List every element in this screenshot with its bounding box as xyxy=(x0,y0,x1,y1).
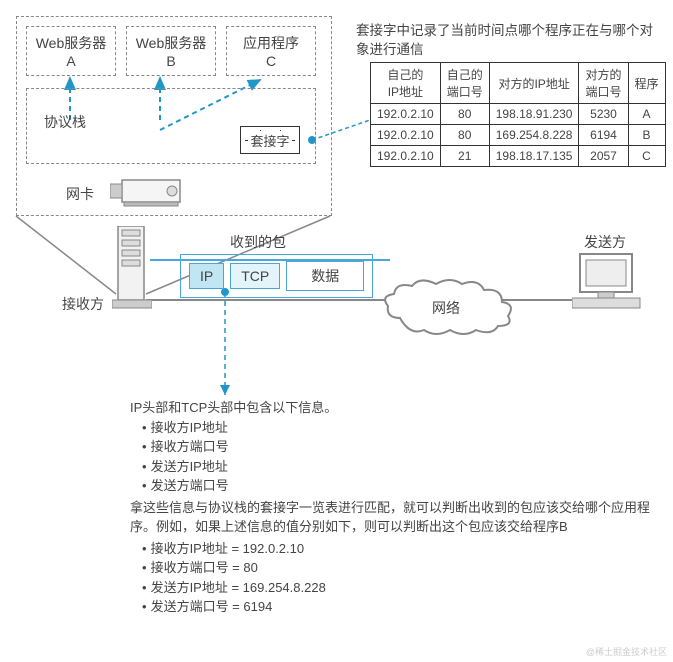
packet-tcp: TCP xyxy=(230,263,280,289)
explain-items2: 接收方IP地址 = 192.0.2.10接收方端口号 = 80发送方IP地址 =… xyxy=(130,539,650,617)
bullet-item: 接收方IP地址 = 192.0.2.10 xyxy=(142,539,650,559)
webserver-b-box: Web服务器 B xyxy=(126,26,216,76)
packet-ip: IP xyxy=(189,263,224,289)
table-cell: 5230 xyxy=(579,104,628,125)
network-label: 网络 xyxy=(432,298,460,318)
table-cell: 169.254.8.228 xyxy=(489,125,579,146)
packet-box: IP TCP 数据 xyxy=(180,254,373,298)
sender-label: 发送方 xyxy=(584,232,626,252)
table-header: 对方的IP地址 xyxy=(489,63,579,104)
table-cell: 198.18.91.230 xyxy=(489,104,579,125)
nic-icon xyxy=(110,176,190,210)
protocol-stack-label: 协议栈 xyxy=(44,112,86,132)
table-header: 程序 xyxy=(628,63,665,104)
watermark: @稀土掘金技术社区 xyxy=(586,645,667,658)
table-cell: A xyxy=(628,104,665,125)
bullet-item: 接收方端口号 xyxy=(142,437,650,457)
bullet-item: 接收方IP地址 xyxy=(142,418,650,438)
packet-data: 数据 xyxy=(286,261,364,291)
app-c-box: 应用程序 C xyxy=(226,26,316,76)
bullet-item: 发送方端口号 = 6194 xyxy=(142,597,650,617)
explain-line2: 拿这些信息与协议栈的套接字一览表进行匹配，就可以判断出收到的包应该交给哪个应用程… xyxy=(130,498,650,537)
explain-items1: 接收方IP地址接收方端口号发送方IP地址发送方端口号 xyxy=(130,418,650,496)
table-header: 自己的 IP地址 xyxy=(371,63,441,104)
table-cell: 192.0.2.10 xyxy=(371,104,441,125)
sender-icon xyxy=(572,252,642,312)
receiver-label: 接收方 xyxy=(62,294,104,314)
table-row: 192.0.2.1021198.18.17.1352057C xyxy=(371,146,666,167)
packet-title: 收到的包 xyxy=(230,232,286,252)
explain-block: IP头部和TCP头部中包含以下信息。 接收方IP地址接收方端口号发送方IP地址发… xyxy=(130,398,650,617)
socket-table: 自己的 IP地址自己的 端口号对方的IP地址对方的 端口号程序 192.0.2.… xyxy=(370,62,666,167)
table-cell: 2057 xyxy=(579,146,628,167)
table-cell: 21 xyxy=(440,146,489,167)
nic-group xyxy=(110,176,190,210)
socket-label: 套接字 xyxy=(248,131,291,150)
bullet-item: 发送方IP地址 = 169.254.8.228 xyxy=(142,578,650,598)
table-header: 对方的 端口号 xyxy=(579,63,628,104)
table-cell: C xyxy=(628,146,665,167)
bullet-item: 接收方端口号 = 80 xyxy=(142,558,650,578)
table-row: 192.0.2.1080198.18.91.2305230A xyxy=(371,104,666,125)
table-header: 自己的 端口号 xyxy=(440,63,489,104)
table-cell: 80 xyxy=(440,125,489,146)
table-cell: 6194 xyxy=(579,125,628,146)
table-caption: 套接字中记录了当前时间点哪个程序正在与哪个对象进行通信 xyxy=(356,22,656,60)
table-row: 192.0.2.1080169.254.8.2286194B xyxy=(371,125,666,146)
bullet-item: 发送方端口号 xyxy=(142,476,650,496)
tower-icon xyxy=(112,226,152,312)
nic-label: 网卡 xyxy=(66,184,94,204)
table-cell: 80 xyxy=(440,104,489,125)
webserver-a-box: Web服务器 A xyxy=(26,26,116,76)
table-cell: 198.18.17.135 xyxy=(489,146,579,167)
bullet-item: 发送方IP地址 xyxy=(142,457,650,477)
socket-box: 套接字 xyxy=(240,126,300,154)
table-cell: 192.0.2.10 xyxy=(371,146,441,167)
table-cell: 192.0.2.10 xyxy=(371,125,441,146)
table-cell: B xyxy=(628,125,665,146)
explain-line1: IP头部和TCP头部中包含以下信息。 xyxy=(130,398,650,418)
